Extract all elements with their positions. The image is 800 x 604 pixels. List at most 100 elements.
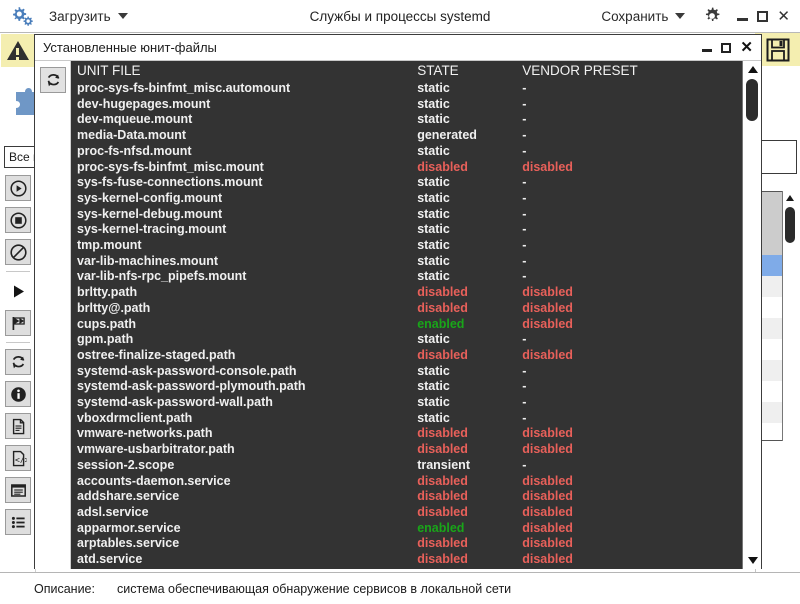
cell-state: disabled (417, 285, 468, 300)
svg-text:</>: </> (15, 455, 27, 464)
table-row[interactable]: sys-kernel-debug.mount static - (71, 207, 761, 223)
minimize-icon[interactable] (737, 17, 749, 21)
floppy-save-icon (766, 38, 789, 61)
table-row[interactable]: vboxdrmclient.path static - (71, 411, 761, 427)
table-row[interactable]: var-lib-machines.mount static - (71, 254, 761, 270)
cell-vendor-preset: disabled (522, 300, 573, 315)
cell-vendor-preset: - (522, 395, 527, 410)
table-row[interactable]: proc-sys-fs-binfmt_misc.automount static - (71, 81, 761, 97)
status-bar: Описание: система обеспечивающая обнаруж… (0, 572, 800, 604)
cell-state: static (417, 175, 450, 190)
cell-state: static (417, 363, 450, 378)
properties-button[interactable] (5, 477, 31, 503)
unit-files-table-container[interactable]: UNIT FILE STATE VENDOR PRESET proc-sys-f… (71, 61, 761, 569)
maximize-icon[interactable] (721, 42, 732, 53)
cell-unit-file: brltty.path (77, 285, 138, 300)
background-input[interactable] (755, 140, 797, 174)
background-scrollbar[interactable] (782, 191, 797, 441)
scrollbar-thumb[interactable] (746, 79, 758, 121)
document-button[interactable] (5, 413, 31, 439)
cell-unit-file: cups.path (77, 316, 137, 331)
cell-vendor-preset: - (522, 269, 527, 284)
close-icon[interactable]: ✕ (777, 7, 790, 25)
close-icon[interactable]: ✕ (740, 38, 753, 56)
scrollbar-thumb[interactable] (785, 207, 795, 243)
table-scrollbar[interactable] (742, 61, 761, 569)
gear-icon[interactable] (701, 5, 723, 27)
table-row[interactable]: brltty@.path disabled disabled (71, 301, 761, 317)
flag-icon (12, 316, 25, 330)
table-row[interactable]: systemd-ask-password-console.path static - (71, 364, 761, 380)
table-row[interactable]: dev-mqueue.mount static - (71, 112, 761, 128)
cell-state: static (417, 206, 450, 221)
column-header-unit-file: UNIT FILE (77, 63, 141, 78)
table-row[interactable]: apparmor.service enabled disabled (71, 521, 761, 537)
cell-vendor-preset: disabled (522, 159, 573, 174)
start-unit-button[interactable] (5, 175, 31, 201)
flag-button[interactable] (5, 310, 31, 336)
table-row[interactable]: sys-kernel-tracing.mount static - (71, 222, 761, 238)
source-button[interactable]: </> (5, 445, 31, 471)
scroll-down-icon[interactable] (748, 557, 758, 564)
reload-button[interactable] (5, 349, 31, 375)
table-row[interactable]: sys-fs-fuse-connections.mount static - (71, 175, 761, 191)
cell-vendor-preset: disabled (522, 473, 573, 488)
table-row[interactable]: accounts-daemon.service disabled disabled (71, 474, 761, 490)
dialog-title: Установленные юнит-файлы (43, 40, 217, 55)
info-button[interactable] (5, 381, 31, 407)
table-row[interactable]: ostree-finalize-staged.path disabled disab… (71, 348, 761, 364)
disable-unit-button[interactable] (5, 239, 31, 265)
table-row[interactable]: sys-kernel-config.mount static - (71, 191, 761, 207)
cell-vendor-preset: - (522, 96, 527, 111)
unit-files-table: UNIT FILE STATE VENDOR PRESET proc-sys-f… (71, 61, 761, 569)
load-menu-button[interactable]: Загрузить (49, 9, 128, 24)
cell-vendor-preset: - (522, 222, 527, 237)
dialog-titlebar: Установленные юнит-файлы ✕ (35, 35, 761, 61)
table-row[interactable]: tmp.mount static - (71, 238, 761, 254)
cell-vendor-preset: disabled (522, 520, 573, 535)
scroll-up-icon[interactable] (748, 66, 758, 73)
table-row[interactable]: vmware-networks.path disabled disabled (71, 426, 761, 442)
stop-unit-button[interactable] (5, 207, 31, 233)
cell-unit-file: vboxdrmclient.path (77, 410, 193, 425)
cell-state: static (417, 96, 450, 111)
cell-unit-file: dev-hugepages.mount (77, 96, 211, 111)
table-row[interactable]: vmware-usbarbitrator.path disabled disable… (71, 442, 761, 458)
list-button[interactable] (5, 509, 31, 535)
stop-circle-icon (9, 211, 27, 229)
refresh-button[interactable] (40, 67, 66, 93)
table-row[interactable]: systemd-ask-password-wall.path static - (71, 395, 761, 411)
cell-vendor-preset: - (522, 81, 527, 95)
maximize-icon[interactable] (757, 10, 769, 22)
table-row[interactable]: media-Data.mount generated - (71, 128, 761, 144)
table-row[interactable]: addshare.service disabled disabled (71, 489, 761, 505)
chevron-down-icon (117, 13, 128, 19)
cell-state: static (417, 395, 450, 410)
table-row[interactable]: brltty.path disabled disabled (71, 285, 761, 301)
warning-triangle-icon (6, 41, 29, 60)
table-row[interactable]: atd.service disabled disabled (71, 552, 761, 568)
save-menu-button[interactable]: Сохранить (601, 9, 686, 24)
table-row[interactable]: var-lib-nfs-rpc_pipefs.mount static - (71, 269, 761, 285)
sidebar-toolbar: Все п (0, 67, 48, 572)
cell-unit-file: addshare.service (77, 489, 180, 504)
scroll-up-icon[interactable] (786, 195, 794, 201)
run-button[interactable] (5, 278, 31, 304)
table-row[interactable]: session-2.scope transient - (71, 458, 761, 474)
app-titlebar: Загрузить Службы и процессы systemd Сохр… (0, 0, 800, 33)
table-row[interactable]: systemd-ask-password-plymouth.path static… (71, 379, 761, 395)
table-row[interactable]: gpm.path static - (71, 332, 761, 348)
chevron-down-icon (675, 13, 686, 19)
table-row[interactable]: adsl.service disabled disabled (71, 505, 761, 521)
cell-vendor-preset: - (522, 379, 527, 394)
save-indicator[interactable] (755, 33, 800, 66)
table-row[interactable]: dev-hugepages.mount static - (71, 97, 761, 113)
table-row[interactable]: cups.path enabled disabled (71, 317, 761, 333)
cell-unit-file: session-2.scope (77, 457, 175, 472)
cell-state: static (417, 332, 450, 347)
table-row[interactable]: proc-sys-fs-binfmt_misc.mount disabled dis… (71, 160, 761, 176)
table-row[interactable]: proc-fs-nfsd.mount static - (71, 144, 761, 160)
minimize-icon[interactable] (702, 49, 713, 52)
table-row[interactable]: arptables.service disabled disabled (71, 536, 761, 552)
